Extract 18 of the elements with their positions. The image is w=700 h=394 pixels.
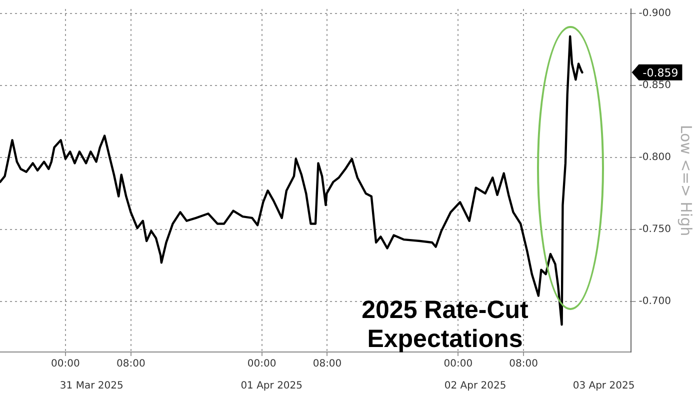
y-tick-label: -0.900 — [638, 8, 672, 19]
x2-tick-label: 02 Apr 2025 — [444, 380, 506, 392]
x-tick-label: 00:00 — [247, 358, 276, 370]
x-tick-label: 00:00 — [444, 358, 473, 370]
x-tick-label: 08:00 — [312, 358, 342, 370]
y-axis-title: Low <=> High — [677, 124, 696, 236]
y-tick-label: -0.700 — [638, 296, 672, 308]
x-tick-label: 00:00 — [51, 358, 80, 370]
x2-tick-label: 03 Apr 2025 — [572, 380, 635, 392]
text: -0.859 — [642, 66, 678, 80]
x2-tick-label: 31 Mar 2025 — [60, 380, 124, 392]
x-tick-label: 08:00 — [116, 358, 146, 370]
y-tick-label: -0.850 — [638, 80, 672, 91]
y-tick-label: -0.800 — [638, 152, 672, 164]
text: 2025 Rate-Cut Expectations — [360, 296, 530, 354]
x2-tick-label: 01 Apr 2025 — [240, 380, 303, 392]
y-tick-label: -0.750 — [638, 224, 672, 236]
x-tick-label: 08:00 — [509, 358, 538, 370]
